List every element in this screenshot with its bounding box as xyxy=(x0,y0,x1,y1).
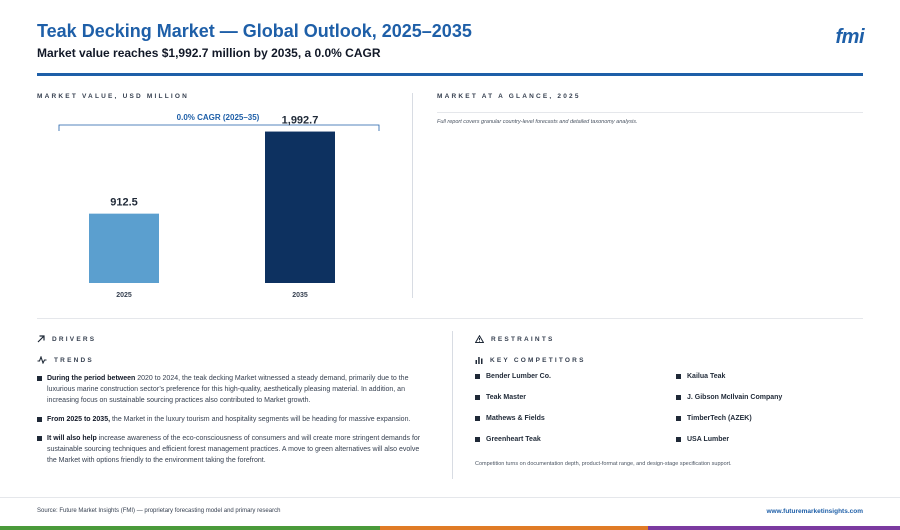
trend-lead: It will also help xyxy=(47,435,97,442)
category-label: 2035 xyxy=(292,292,308,299)
bullet xyxy=(676,374,681,379)
competitor-item: Teak Master xyxy=(475,394,526,401)
competitor-name: Greenheart Teak xyxy=(486,436,541,443)
competitor-name: J. Gibson McIlvain Company xyxy=(687,394,783,401)
trend-text: the Market in the luxury tourism and hos… xyxy=(110,416,411,423)
trends-header: TRENDS xyxy=(37,356,94,364)
trend-lead: During the period between xyxy=(47,375,136,382)
trends-list: During the period between 2020 to 2024, … xyxy=(37,373,422,474)
trend-line-icon xyxy=(37,356,47,364)
website-link[interactable]: www.futuremarketinsights.com xyxy=(766,508,863,515)
trend-text: increase awareness of the eco-consciousn… xyxy=(47,435,421,464)
glance-label: MARKET AT A GLANCE, 2025 xyxy=(437,93,581,100)
brand-stripe xyxy=(0,526,900,530)
drivers-label: DRIVERS xyxy=(52,335,97,343)
fmi-logo[interactable]: fmi xyxy=(835,26,865,48)
glance-note: Full report covers granular country-leve… xyxy=(437,119,638,125)
bullet xyxy=(676,437,681,442)
market-value-label: MARKET VALUE, USD MILLION xyxy=(37,93,190,100)
cagr-bracket-line xyxy=(58,124,380,131)
footer-divider xyxy=(0,497,900,498)
competitor-name: Teak Master xyxy=(486,394,526,401)
bullet xyxy=(475,395,480,400)
header-rule xyxy=(37,73,863,76)
trend-lead: From 2025 to 2035, xyxy=(47,416,111,423)
page-title: Teak Decking Market — Global Outlook, 20… xyxy=(37,21,472,41)
competitor-item: Bender Lumber Co. xyxy=(475,373,551,380)
bullet xyxy=(37,376,42,381)
bar-2035 xyxy=(265,131,335,283)
stripe-green xyxy=(0,526,380,530)
trends-label: TRENDS xyxy=(54,356,94,364)
competitor-name: TimberTech (AZEK) xyxy=(687,415,752,422)
competitor-item: Mathews & Fields xyxy=(475,415,545,422)
bullet xyxy=(475,374,480,379)
competitor-name: Kailua Teak xyxy=(687,373,726,380)
bullet xyxy=(676,395,681,400)
bar-chart-icon xyxy=(475,357,483,364)
bar-2025 xyxy=(89,213,159,283)
competitor-name: USA Lumber xyxy=(687,436,730,443)
trend-item: It will also help increase awareness of … xyxy=(37,433,422,466)
lower-column-divider xyxy=(452,331,453,479)
section-divider xyxy=(37,318,863,319)
value-label: 912.5 xyxy=(110,197,138,209)
competitor-item: Kailua Teak xyxy=(676,373,725,380)
market-value-chart: 0.0% CAGR (2025–35) 912.5 2025 1,992.7 2035 xyxy=(58,113,380,299)
cagr-bracket xyxy=(58,124,380,131)
drivers-header: DRIVERS xyxy=(37,335,96,343)
category-label: 2025 xyxy=(116,292,132,299)
competitors-header: KEY COMPETITORS xyxy=(475,356,586,364)
competitor-name: Mathews & Fields xyxy=(486,415,545,422)
bullet xyxy=(475,416,480,421)
competitor-item: Greenheart Teak xyxy=(475,436,541,443)
column-divider xyxy=(412,93,413,298)
bullet xyxy=(475,437,480,442)
warning-triangle-icon xyxy=(475,335,484,343)
competitor-item: TimberTech (AZEK) xyxy=(676,415,752,422)
cagr-annotation: 0.0% CAGR (2025–35) xyxy=(177,113,260,122)
stripe-orange xyxy=(380,526,648,530)
bullet xyxy=(37,417,42,422)
competitors-note: Competition turns on documentation depth… xyxy=(475,461,732,467)
competitors-label: KEY COMPETITORS xyxy=(490,356,586,364)
arrow-up-right-icon xyxy=(37,335,45,343)
value-label: 1,992.7 xyxy=(282,115,319,127)
bullet xyxy=(37,436,42,441)
glance-divider xyxy=(437,112,863,113)
competitor-name: Bender Lumber Co. xyxy=(486,373,551,380)
bullet xyxy=(676,416,681,421)
competitor-item: J. Gibson McIlvain Company xyxy=(676,394,782,401)
trend-item: During the period between 2020 to 2024, … xyxy=(37,373,422,406)
stripe-purple xyxy=(648,526,900,530)
trend-item: From 2025 to 2035, the Market in the lux… xyxy=(37,414,422,425)
restraints-label: RESTRAINTS xyxy=(491,335,555,343)
page-subtitle: Market value reaches $1,992.7 million by… xyxy=(37,46,381,60)
source-note: Source: Future Market Insights (FMI) — p… xyxy=(37,508,281,514)
competitor-item: USA Lumber xyxy=(676,436,729,443)
trend-text: 2020 to 2024, the teak decking Market wi… xyxy=(47,375,409,404)
restraints-header: RESTRAINTS xyxy=(475,335,555,343)
